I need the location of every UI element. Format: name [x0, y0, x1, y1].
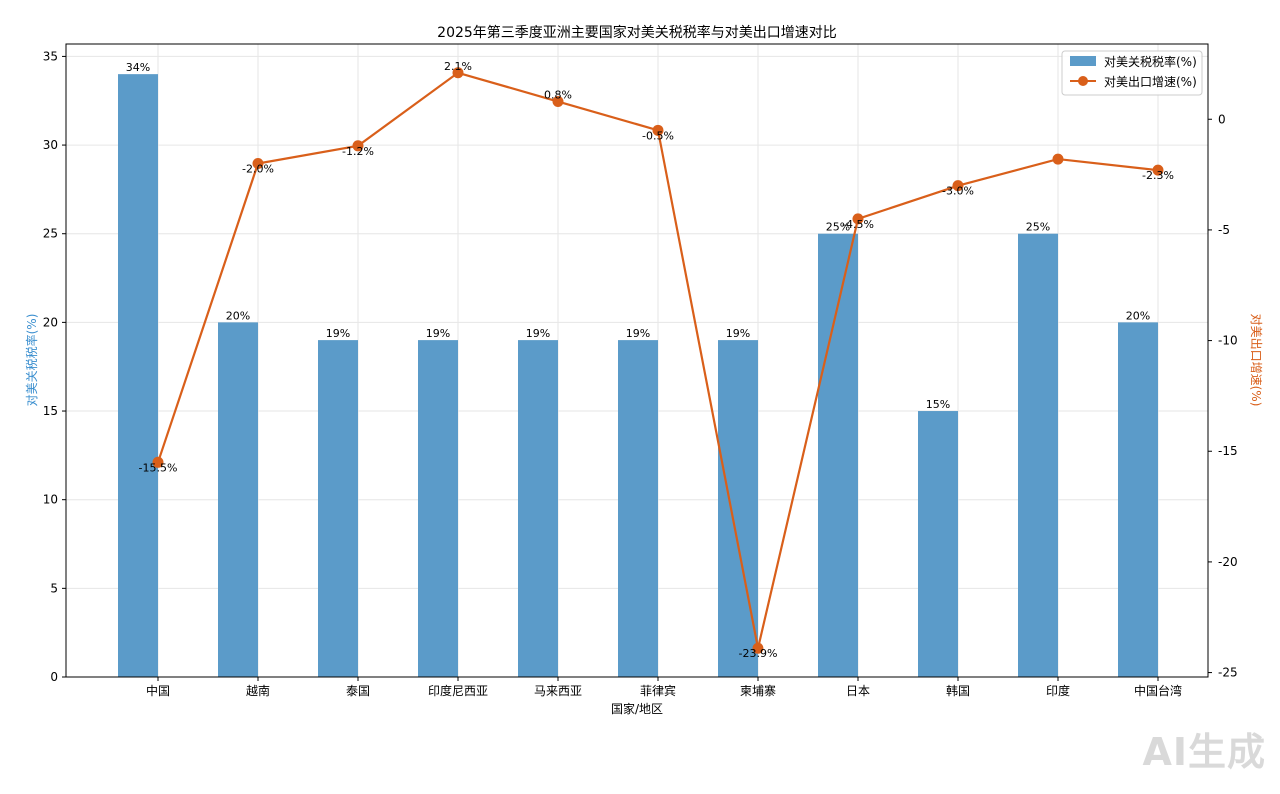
bar: [118, 74, 158, 677]
line-value-label: -4.5%: [842, 218, 874, 231]
y-tick-label-right: -25: [1218, 666, 1238, 680]
line-value-label: -0.5%: [642, 129, 674, 142]
y-tick-label-right: -10: [1218, 334, 1238, 348]
growth-point: [352, 140, 364, 152]
y-tick-label-left: 0: [50, 670, 58, 684]
chart-title: 2025年第三季度亚洲主要国家对美关税税率与对美出口增速对比: [437, 24, 837, 41]
label-layer: 34% 20% 19% 19% 19% 19% 19% 25% 15% 25% 20% -15.5% -…: [126, 60, 1174, 660]
line-value-label: 0.8%: [544, 89, 572, 102]
bar-value-label: 19%: [326, 327, 350, 340]
bar-value-label: 25%: [1026, 221, 1050, 234]
x-tick-label: 泰国: [346, 684, 370, 698]
bar-value-label: 20%: [1126, 309, 1150, 322]
y-tick-label-right: -15: [1218, 444, 1238, 458]
bar: [1018, 233, 1058, 677]
y-axis-label-left: 对美关税税率(%): [24, 314, 39, 407]
bar: [218, 322, 258, 677]
bar-value-label: 15%: [926, 398, 950, 411]
watermark: AI生成: [1142, 730, 1266, 774]
line-value-label: -2.3%: [1142, 169, 1174, 182]
line-value-label: -15.5%: [139, 461, 178, 474]
bar-layer: [118, 74, 1158, 677]
x-tick-label: 印度: [1046, 683, 1070, 698]
line-value-label: -2.0%: [242, 163, 274, 176]
bar: [618, 340, 658, 677]
y-tick-label-right: -5: [1218, 223, 1230, 237]
bar-value-label: 19%: [526, 327, 550, 340]
bar-value-label: 25%: [826, 221, 850, 234]
x-tick-label: 越南: [246, 683, 270, 698]
growth-point: [952, 180, 964, 192]
growth-point: [452, 67, 464, 79]
x-tick-label: 印度尼西亚: [428, 683, 488, 698]
y-tick-label-left: 5: [50, 581, 58, 595]
legend-line-marker: [1078, 76, 1088, 86]
y-tick-label-left: 35: [43, 49, 58, 63]
line-value-label: -23.9%: [739, 647, 778, 660]
x-tick-label: 中国: [146, 683, 170, 698]
growth-point: [1052, 153, 1064, 165]
x-tick-label: 中国台湾: [1134, 683, 1182, 698]
y-tick-label-left: 25: [43, 227, 58, 241]
bar-value-label: 34%: [126, 61, 150, 74]
chart-legend: 对美关税税率(%) 对美出口增速(%): [1061, 50, 1203, 96]
bar: [418, 340, 458, 677]
growth-point: [252, 158, 264, 170]
y-tick-label-left: 15: [43, 404, 58, 418]
bar: [318, 340, 358, 677]
x-tick-label: 韩国: [946, 683, 970, 698]
growth-point: [752, 642, 764, 654]
y-tick-label-left: 30: [43, 138, 58, 152]
plot-frame: [65, 43, 1209, 678]
line-value-label: 2.1%: [444, 60, 472, 73]
legend-bar-label: 对美关税税率(%): [1104, 54, 1197, 69]
x-tick-label: 菲律宾: [640, 683, 676, 698]
x-axis-label: 国家/地区: [611, 701, 663, 716]
legend-bar-swatch: [1070, 56, 1096, 66]
line-layer: [152, 67, 1164, 654]
growth-point: [552, 96, 564, 108]
legend-box: [1061, 50, 1203, 96]
y-tick-label-left: 10: [43, 493, 58, 507]
y-tick-label-left: 20: [43, 315, 58, 329]
y-tick-label-right: 0: [1218, 112, 1226, 126]
bar: [518, 340, 558, 677]
axes-layer: [65, 43, 1209, 678]
bar: [918, 411, 958, 677]
x-tick-label: 马来西亚: [534, 684, 582, 698]
bar: [1118, 322, 1158, 677]
line-value-label: -1.2%: [342, 145, 374, 158]
growth-point: [1152, 164, 1164, 176]
tick-layer: 0 5 10 15 20 25 30 35 0 -5 -10 -15 -20 -25 中国 越南 泰国 印度尼西亚…: [43, 49, 1238, 698]
line-value-label: -3.0%: [942, 185, 974, 198]
bar-value-label: 19%: [626, 327, 650, 340]
growth-point: [852, 213, 864, 225]
x-tick-label: 柬埔寨: [740, 683, 776, 698]
bar-value-label: 19%: [426, 327, 450, 340]
bar-value-label: 19%: [726, 327, 750, 340]
y-axis-label-right: 对美出口增速(%): [1249, 314, 1263, 407]
legend-line-label: 对美出口增速(%): [1104, 75, 1197, 89]
x-tick-label: 日本: [846, 684, 870, 698]
y-tick-label-right: -20: [1218, 555, 1238, 569]
bar-value-label: 20%: [226, 309, 250, 322]
growth-point: [652, 124, 664, 136]
growth-point: [152, 456, 164, 468]
bar: [718, 340, 758, 677]
